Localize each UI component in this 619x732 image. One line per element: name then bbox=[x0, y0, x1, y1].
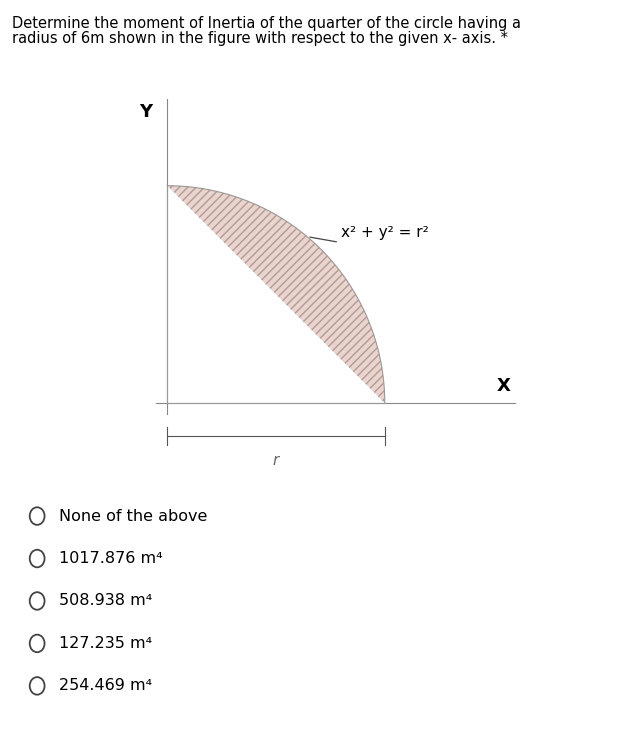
Text: Y: Y bbox=[139, 103, 152, 121]
Text: X: X bbox=[497, 376, 511, 395]
Text: 1017.876 m⁴: 1017.876 m⁴ bbox=[59, 551, 162, 566]
Text: radius of 6m shown in the figure with respect to the given x- axis. *: radius of 6m shown in the figure with re… bbox=[12, 31, 508, 46]
Text: Determine the moment of Inertia of the quarter of the circle having a: Determine the moment of Inertia of the q… bbox=[12, 16, 521, 31]
Text: r: r bbox=[273, 453, 279, 468]
Text: 254.469 m⁴: 254.469 m⁴ bbox=[59, 679, 152, 693]
Polygon shape bbox=[167, 186, 385, 403]
Text: x² + y² = r²: x² + y² = r² bbox=[341, 225, 429, 240]
Text: 127.235 m⁴: 127.235 m⁴ bbox=[59, 636, 152, 651]
Text: None of the above: None of the above bbox=[59, 509, 207, 523]
Text: 508.938 m⁴: 508.938 m⁴ bbox=[59, 594, 152, 608]
